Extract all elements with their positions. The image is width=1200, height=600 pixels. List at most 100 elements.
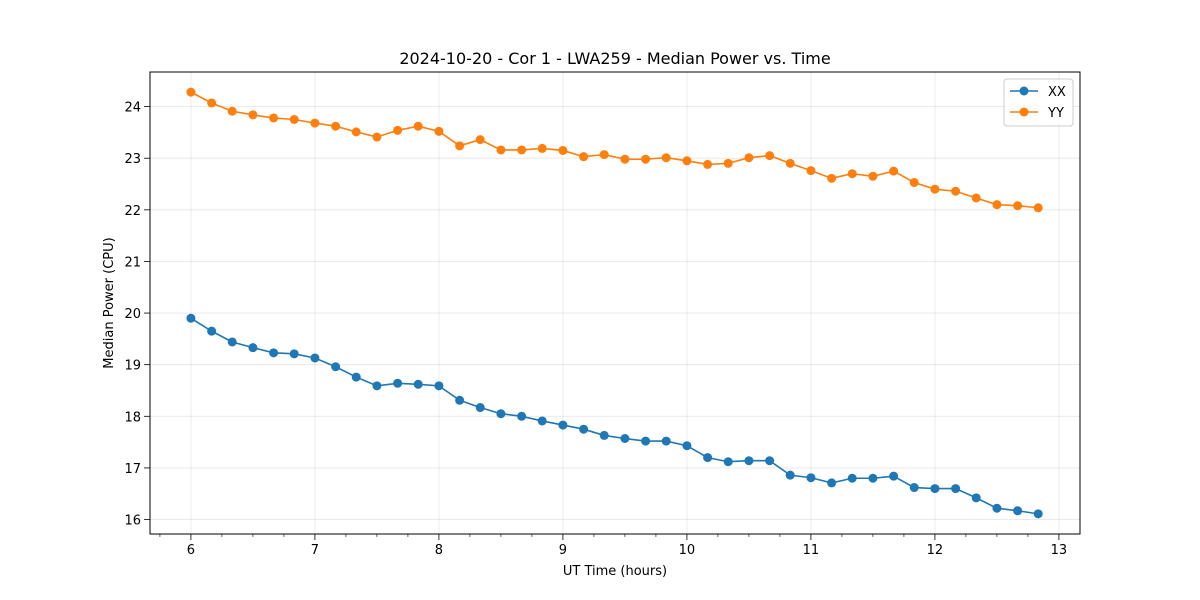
data-point-xx: [847, 473, 857, 483]
data-point-yy: [1013, 201, 1023, 211]
data-point-yy: [248, 110, 258, 120]
data-point-xx: [951, 484, 961, 494]
data-point-yy: [992, 200, 1002, 210]
data-point-yy: [889, 166, 899, 176]
data-point-xx: [599, 430, 609, 440]
data-point-xx: [889, 471, 899, 481]
y-tick-label: 18: [124, 410, 141, 425]
data-point-yy: [227, 106, 237, 116]
y-tick-label: 21: [124, 255, 141, 270]
data-point-yy: [723, 158, 733, 168]
x-tick-label: 13: [1051, 543, 1068, 558]
y-tick-label: 22: [124, 204, 141, 219]
data-point-yy: [682, 156, 692, 166]
grid: [150, 72, 1080, 534]
data-point-xx: [331, 362, 341, 372]
data-point-yy: [289, 114, 299, 124]
data-point-xx: [971, 493, 981, 503]
data-point-xx: [351, 372, 361, 382]
data-point-yy: [517, 145, 527, 155]
legend-label-yy: YY: [1047, 106, 1064, 121]
data-point-xx: [992, 503, 1002, 513]
data-point-yy: [537, 143, 547, 153]
plot-frame: [149, 71, 1081, 535]
x-tick-label: 6: [187, 543, 195, 558]
data-point-yy: [351, 127, 361, 137]
data-point-xx: [703, 453, 713, 463]
data-point-yy: [847, 169, 857, 179]
data-point-yy: [951, 186, 961, 196]
series-xx: [186, 313, 1043, 519]
data-point-yy: [971, 193, 981, 203]
data-point-xx: [641, 436, 651, 446]
data-point-yy: [827, 173, 837, 183]
data-point-xx: [310, 353, 320, 363]
data-point-yy: [434, 126, 444, 136]
data-point-yy: [930, 184, 940, 194]
data-point-xx: [207, 326, 217, 336]
data-point-yy: [620, 154, 630, 164]
legend-label-xx: XX: [1048, 85, 1066, 100]
data-point-xx: [517, 411, 527, 421]
y-tick-label: 24: [124, 101, 141, 116]
data-point-yy: [496, 145, 506, 155]
data-point-xx: [620, 434, 630, 444]
data-point-yy: [785, 158, 795, 168]
data-point-xx: [269, 348, 279, 358]
series-layer: [186, 87, 1043, 519]
y-tick-label: 19: [124, 359, 141, 374]
y-tick-label: 16: [124, 514, 141, 529]
data-point-yy: [372, 132, 382, 142]
legend-marker-yy: [1019, 107, 1029, 117]
data-point-yy: [393, 125, 403, 135]
data-point-yy: [558, 145, 568, 155]
x-tick-label: 8: [435, 543, 443, 558]
series-line-yy: [190, 91, 1039, 209]
data-point-xx: [413, 379, 423, 389]
data-point-xx: [475, 403, 485, 413]
data-point-xx: [372, 381, 382, 391]
series-yy: [186, 87, 1043, 213]
data-point-yy: [455, 141, 465, 151]
chart-title: 2024-10-20 - Cor 1 - LWA259 - Median Pow…: [399, 49, 830, 68]
data-point-xx: [930, 484, 940, 494]
legend-marker-xx: [1019, 86, 1029, 96]
data-point-yy: [579, 152, 589, 162]
data-point-yy: [765, 151, 775, 161]
axis-ticks: 6 7 8 9 10 11 12 13 16 17 18 19 20 21 22 23 24: [124, 101, 1067, 558]
data-point-yy: [641, 154, 651, 164]
data-point-yy: [186, 87, 196, 97]
data-point-xx: [785, 470, 795, 480]
data-point-yy: [703, 159, 713, 169]
data-point-xx: [248, 343, 258, 353]
y-tick-label: 17: [124, 462, 141, 477]
data-point-xx: [661, 436, 671, 446]
data-point-xx: [1033, 509, 1043, 519]
x-axis-label: UT Time (hours): [563, 564, 667, 579]
x-tick-label: 12: [927, 543, 944, 558]
data-point-yy: [1033, 203, 1043, 213]
data-point-xx: [434, 381, 444, 391]
data-point-yy: [331, 121, 341, 131]
data-point-yy: [909, 177, 919, 187]
data-point-xx: [723, 457, 733, 467]
x-tick-label: 7: [311, 543, 319, 558]
data-point-yy: [269, 113, 279, 123]
data-point-xx: [827, 478, 837, 488]
data-point-xx: [496, 409, 506, 419]
data-point-xx: [455, 395, 465, 405]
x-tick-label: 10: [679, 543, 696, 558]
data-point-xx: [186, 313, 196, 323]
data-point-xx: [1013, 506, 1023, 516]
data-point-yy: [661, 153, 671, 163]
data-point-yy: [806, 166, 816, 176]
y-tick-label: 23: [124, 152, 141, 167]
data-point-xx: [289, 349, 299, 359]
data-point-xx: [393, 378, 403, 388]
x-tick-label: 9: [559, 543, 567, 558]
legend: XX YY: [1003, 78, 1074, 127]
data-point-yy: [744, 153, 754, 163]
data-point-xx: [579, 424, 589, 434]
data-point-yy: [310, 118, 320, 128]
